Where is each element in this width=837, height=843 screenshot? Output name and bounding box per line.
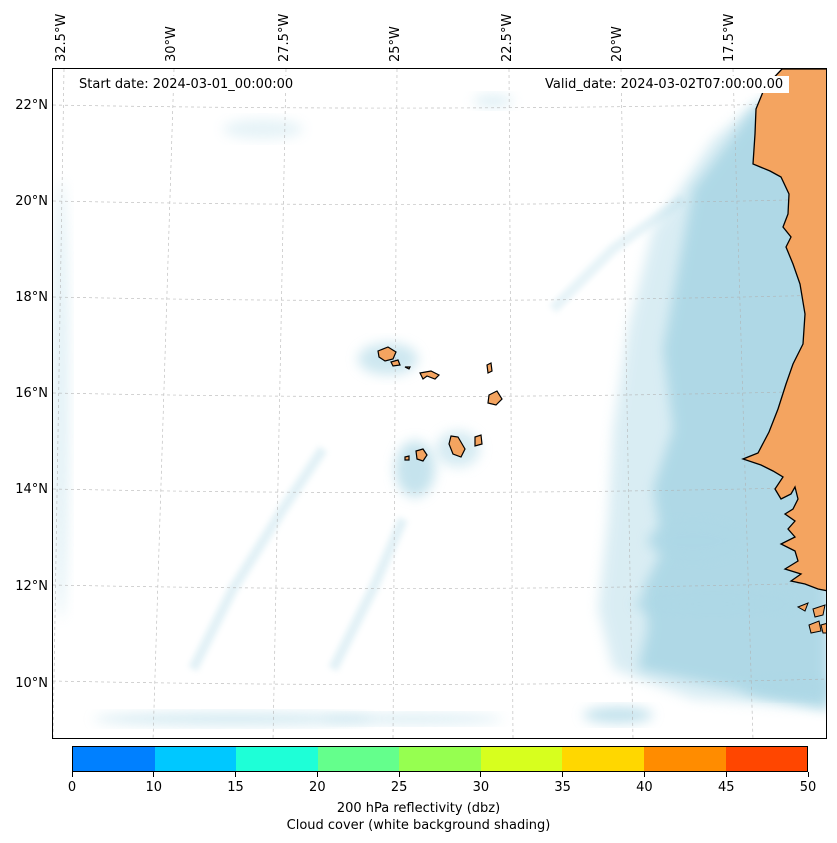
colorbar-segment-0-10 [73,747,155,771]
cloud-patch-top-left [223,119,303,139]
parallel-20n [53,198,826,205]
lat-label-12n: 12°N [15,579,48,594]
colorbar-tick-label-25: 25 [390,780,408,795]
map-panel [52,68,827,739]
colorbar-tick-label-50: 50 [799,780,817,795]
meridian-22-5w [508,69,514,738]
colorbar-tick-50 [807,772,809,777]
cloud-patch-bottom-center [583,707,653,723]
lon-label-30w: 30°W [164,26,179,62]
island-sao-vicente [390,359,401,367]
colorbar-tick-0 [71,772,73,777]
colorbar-tick-10 [153,772,155,777]
meridian-32-5w [53,69,65,738]
lon-label-17-5w: 17.5°W [722,13,737,62]
colorbar-segment-30-35 [480,747,563,771]
island-fogo [415,448,428,462]
island-sao-nicolau [419,370,441,380]
cloud-cover-layer [53,89,826,725]
island-bijagos-4 [820,623,826,634]
cloud-patch-bottom-mid [323,714,503,724]
colorbar-segment-15-20 [236,747,318,771]
parallel-12n [53,582,826,589]
lat-label-22n: 22°N [15,98,48,113]
cloud-patch-west-12n [648,523,738,559]
lon-label-32-5w: 32.5°W [54,13,69,62]
island-sal [486,362,493,374]
parallel-18n [53,294,826,301]
colorbar-tick-20 [316,772,318,777]
meridian-30w [152,69,175,738]
island-brava [404,455,410,461]
africa-mainland [741,69,826,592]
colorbar-tick-label-45: 45 [717,780,735,795]
colorbar-tick-40 [643,772,645,777]
meridian-27-5w [272,69,287,738]
cloud-streak-south [328,517,408,672]
lon-label-20w: 20°W [610,26,625,62]
meridian-20w [620,69,634,738]
colorbar-tick-45 [725,772,727,777]
parallel-16n [53,390,826,397]
meridian-25w [392,69,398,738]
colorbar-segment-45-50 [725,747,808,771]
colorbar-segment-20-25 [317,747,400,771]
lon-label-25w: 25°W [388,26,403,62]
island-bijagos-2 [812,604,826,618]
valid-date-label: Valid_date: 2024-03-02T07:00:00.00 [539,76,790,93]
cloud-streak-southwest [188,446,328,672]
lat-label-16n: 16°N [15,386,48,401]
cloud-coastal-outer [598,89,826,709]
lat-label-18n: 18°N [15,290,48,305]
start-date-label: Start date: 2024-03-01_00:00:00 [73,76,300,93]
graticule [53,69,826,738]
colorbar-tick-label-30: 30 [472,780,490,795]
colorbar-segment-25-30 [399,747,481,771]
island-maio [474,434,483,447]
island-bijagos-3 [808,620,822,634]
cloud-streak-north [549,194,686,313]
colorbar-segment-35-40 [562,747,644,771]
colorbar-tick-label-10: 10 [145,780,163,795]
colorbar-tick-label-20: 20 [309,780,326,795]
colorbar-tick-label-40: 40 [636,780,653,795]
island-santo-antao [377,346,397,362]
map-canvas [53,69,826,738]
colorbar-tick-30 [480,772,482,777]
lat-label-14n: 14°N [15,482,48,497]
cloud-patch-top-center [473,95,513,107]
lon-label-22-5w: 22.5°W [500,13,515,62]
bijagos-islands [796,602,826,634]
lon-label-27-5w: 27.5°W [277,13,292,62]
cloud-patch-bottom-right [743,677,826,697]
colorbar-tick-25 [398,772,400,777]
colorbar-segment-10-15 [154,747,237,771]
island-bijagos-1 [796,602,809,612]
cape-verde-islands [377,346,503,462]
lat-label-10n: 10°N [15,676,48,691]
lat-label-20n: 20°N [15,194,48,209]
colorbar-tick-label-0: 0 [67,780,77,795]
cloud-patch-bottom-left [93,713,373,725]
parallel-10n [53,678,826,685]
colorbar-tick-15 [235,772,237,777]
island-santa-luzia [404,366,411,370]
colorbar-subtitle: Cloud cover (white background shading) [286,818,551,833]
island-santiago [448,435,466,458]
meridian-17-5w [732,69,754,738]
colorbar-title: 200 hPa reflectivity (dbz) [336,801,501,816]
parallel-22n [53,102,826,109]
island-boa-vista [487,390,503,406]
colorbar-tick-label-15: 15 [227,780,244,795]
cloud-patch-south-11n [633,595,793,613]
colorbar-tick-label-35: 35 [554,780,571,795]
colorbar-segment-40-45 [643,747,726,771]
reflectivity-colorbar [72,746,808,772]
colorbar-tick-35 [562,772,564,777]
cloud-patch-islands [395,441,435,497]
parallel-14n [53,486,826,493]
